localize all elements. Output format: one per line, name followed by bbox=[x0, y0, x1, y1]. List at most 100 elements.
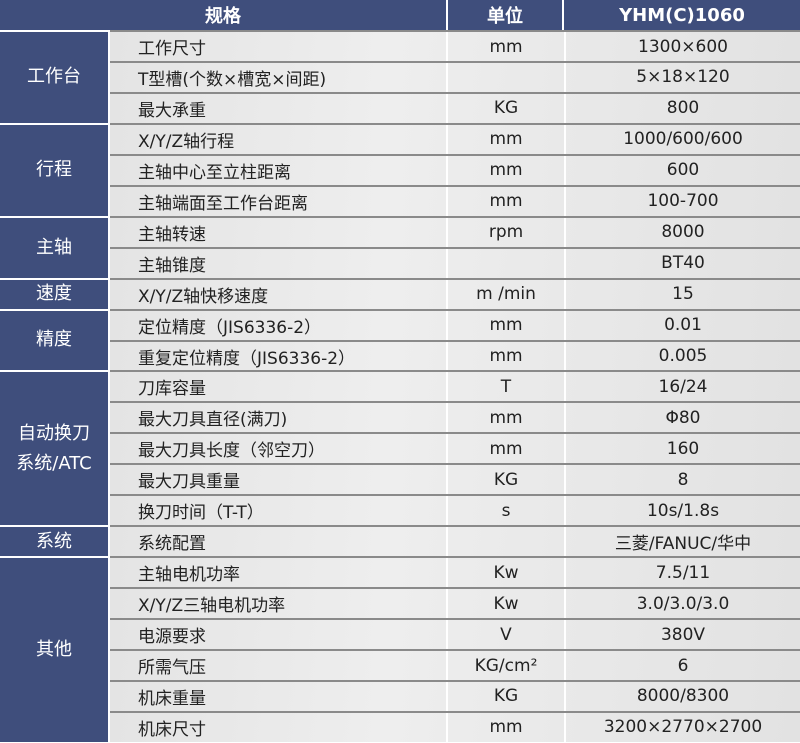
spec-name: 主轴锥度 bbox=[138, 255, 206, 276]
spec-name: 所需气压 bbox=[138, 658, 206, 678]
unit: KG bbox=[446, 93, 564, 123]
spec-name: 最大刀具直径(满刀) bbox=[138, 410, 288, 431]
value: 6 bbox=[564, 651, 800, 680]
unit: V bbox=[446, 620, 564, 650]
unit: s bbox=[446, 496, 564, 526]
spec-name: 最大承重 bbox=[138, 100, 206, 121]
value: 三菱/FANUC/华中 bbox=[564, 527, 800, 557]
spec-name: T型槽(个数×槽宽×间距) bbox=[138, 69, 327, 90]
table-row: 最大刀具重量 KG 8 bbox=[110, 463, 800, 495]
value: 8000/8300 bbox=[564, 681, 800, 711]
category-cell: 主轴 bbox=[0, 215, 108, 278]
table-row: 电源要求 V 380V bbox=[110, 618, 800, 650]
unit bbox=[446, 527, 564, 557]
spec-name: X/Y/Z轴行程 bbox=[138, 131, 235, 152]
value: 10s/1.8s bbox=[564, 496, 800, 526]
value: 8000 bbox=[564, 217, 800, 247]
value: 0.005 bbox=[564, 341, 800, 371]
table-row: 最大承重 KG 800 bbox=[110, 91, 800, 123]
spec-name: 最大刀具长度（邻空刀） bbox=[138, 441, 325, 462]
value: 3200×2770×2700 bbox=[564, 712, 800, 742]
spec-name: 工作尺寸 bbox=[138, 39, 206, 59]
unit: mm bbox=[446, 434, 564, 464]
unit: KG bbox=[446, 465, 564, 495]
table-row: T型槽(个数×槽宽×间距) 5×18×120 bbox=[110, 60, 800, 92]
table-row: 主轴中心至立柱距离 mm 600 bbox=[110, 153, 800, 185]
value: 3.0/3.0/3.0 bbox=[564, 589, 800, 619]
value: 1000/600/600 bbox=[564, 124, 800, 154]
unit: Kw bbox=[446, 589, 564, 619]
unit: mm bbox=[446, 310, 564, 340]
spec-name: 机床重量 bbox=[138, 688, 206, 709]
value: 800 bbox=[564, 93, 800, 123]
unit: Kw bbox=[446, 558, 564, 588]
category-cell: 其他 bbox=[0, 556, 108, 742]
table-row: 机床尺寸 mm 3200×2770×2700 bbox=[110, 710, 800, 742]
spec-name: 主轴转速 bbox=[138, 224, 206, 245]
unit: m /min bbox=[446, 279, 564, 309]
category-cell: 行程 bbox=[0, 122, 108, 216]
table-row: X/Y/Z三轴电机功率 Kw 3.0/3.0/3.0 bbox=[110, 587, 800, 619]
table-row: 机床重量 KG 8000/8300 bbox=[110, 679, 800, 711]
unit: mm bbox=[446, 403, 564, 433]
table-row: 重复定位精度（JIS6336-2） mm 0.005 bbox=[110, 339, 800, 371]
value: 0.01 bbox=[564, 310, 800, 340]
table-row: X/Y/Z轴快移速度 m /min 15 bbox=[110, 277, 800, 309]
category-cell: 自动换刀 系统/ATC bbox=[0, 370, 108, 526]
table-row: 最大刀具直径(满刀) mm Φ80 bbox=[110, 401, 800, 433]
spec-name: 最大刀具重量 bbox=[138, 472, 240, 493]
table-row: 最大刀具长度（邻空刀） mm 160 bbox=[110, 432, 800, 464]
table-row: 所需气压 KG/cm² 6 bbox=[110, 649, 800, 680]
value: 16/24 bbox=[564, 372, 800, 402]
table-row: 主轴电机功率 Kw 7.5/11 bbox=[110, 556, 800, 588]
unit bbox=[446, 248, 564, 278]
value: 8 bbox=[564, 465, 800, 495]
value: Φ80 bbox=[564, 403, 800, 433]
unit: mm bbox=[446, 155, 564, 185]
category-cell: 速度 bbox=[0, 277, 108, 309]
table-row: 定位精度（JIS6336-2） mm 0.01 bbox=[110, 308, 800, 340]
spec-name: 主轴中心至立柱距离 bbox=[138, 162, 291, 183]
value: 5×18×120 bbox=[564, 62, 800, 92]
value: 15 bbox=[564, 279, 800, 309]
value: 160 bbox=[564, 434, 800, 464]
spec-name: 定位精度（JIS6336-2） bbox=[138, 317, 322, 338]
category-cell: 系统 bbox=[0, 525, 108, 557]
spec-name: 刀库容量 bbox=[138, 379, 206, 400]
unit: mm bbox=[446, 186, 564, 216]
spec-name: X/Y/Z轴快移速度 bbox=[138, 286, 269, 307]
value: 380V bbox=[564, 620, 800, 650]
header-model: YHM(C)1060 bbox=[564, 0, 800, 30]
value: 7.5/11 bbox=[564, 558, 800, 588]
unit: mm bbox=[446, 124, 564, 154]
spec-name: 系统配置 bbox=[138, 534, 206, 555]
spec-name: 主轴电机功率 bbox=[138, 565, 240, 586]
spec-name: 重复定位精度（JIS6336-2） bbox=[138, 348, 356, 369]
unit: KG bbox=[446, 681, 564, 711]
unit: mm bbox=[446, 712, 564, 742]
table-row: 主轴锥度 BT40 bbox=[110, 246, 800, 278]
spec-name: 换刀时间（T-T） bbox=[138, 503, 264, 524]
unit: rpm bbox=[446, 217, 564, 247]
unit: mm bbox=[446, 32, 564, 61]
header-unit: 单位 bbox=[448, 0, 562, 30]
category-cell: 精度 bbox=[0, 308, 108, 371]
value: 1300×600 bbox=[564, 32, 800, 61]
unit: KG/cm² bbox=[446, 651, 564, 680]
value: 600 bbox=[564, 155, 800, 185]
table-row: 系统配置 三菱/FANUC/华中 bbox=[110, 525, 800, 557]
value: BT40 bbox=[564, 248, 800, 278]
table-row: 工作尺寸 mm 1300×600 bbox=[110, 30, 800, 61]
unit: mm bbox=[446, 341, 564, 371]
spec-name: X/Y/Z三轴电机功率 bbox=[138, 596, 286, 617]
header-spec: 规格 bbox=[0, 0, 446, 30]
unit bbox=[446, 62, 564, 92]
table-row: X/Y/Z轴行程 mm 1000/600/600 bbox=[110, 122, 800, 154]
spec-name: 主轴端面至工作台距离 bbox=[138, 193, 308, 214]
table-row: 换刀时间（T-T） s 10s/1.8s bbox=[110, 494, 800, 526]
table-row: 主轴端面至工作台距离 mm 100-700 bbox=[110, 184, 800, 216]
spec-name: 电源要求 bbox=[138, 627, 206, 648]
spec-name: 机床尺寸 bbox=[138, 719, 206, 740]
unit: T bbox=[446, 372, 564, 402]
